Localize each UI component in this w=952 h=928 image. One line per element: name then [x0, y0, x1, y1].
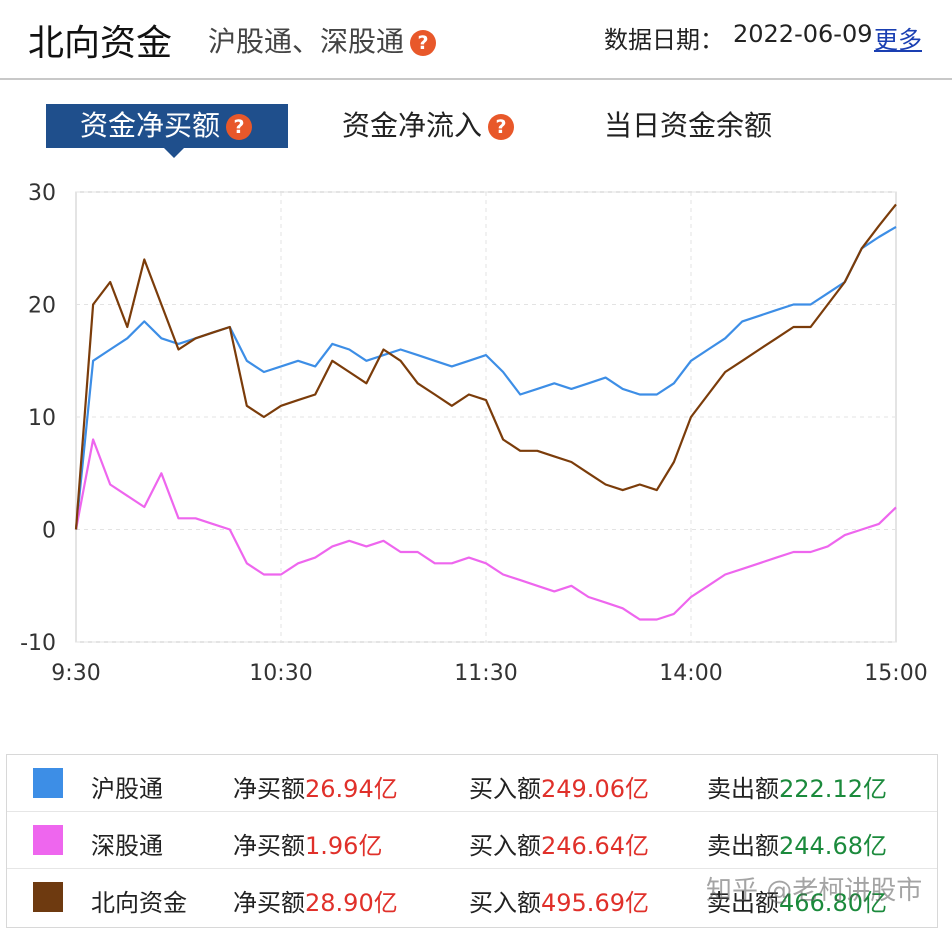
series-line-1: [74, 438, 897, 621]
help-icon[interactable]: ?: [226, 114, 253, 140]
series-line-2: [74, 203, 897, 530]
x-tick-label: 14:00: [659, 661, 722, 686]
chart-lines: [74, 203, 897, 621]
tab-daily-balance[interactable]: 当日资金余额: [604, 104, 772, 148]
buy-label: 买入额: [469, 775, 541, 803]
buy-label: 买入额: [469, 889, 541, 917]
x-tick-label: 11:30: [454, 661, 517, 686]
sell-label: 卖出额: [707, 832, 779, 860]
page-title: 北向资金: [28, 23, 173, 64]
x-tick-label: 15:00: [864, 661, 927, 686]
date-label: 数据日期：: [604, 26, 724, 54]
buy-cell: 买入额246.64亿: [469, 826, 649, 861]
legend-name: 沪股通: [91, 775, 163, 803]
y-axis: 30 20 10 0 -10: [20, 181, 56, 656]
sell-cell: 卖出额244.68亿: [707, 826, 887, 861]
tab-net-inflow-label: 资金净流入: [342, 109, 483, 142]
sell-value: 222.12亿: [779, 775, 887, 803]
help-icon[interactable]: ?: [410, 30, 437, 56]
net-value: 28.90亿: [305, 889, 398, 917]
date-value: 2022-06-09: [733, 20, 873, 48]
more-link[interactable]: 更多: [874, 26, 922, 54]
buy-value: 495.69亿: [541, 889, 649, 917]
net-label: 净买额: [233, 832, 305, 860]
sell-cell: 卖出额466.80亿: [707, 883, 887, 918]
legend-swatch: [33, 825, 63, 855]
x-tick-label: 9:30: [51, 661, 100, 686]
sell-value: 466.80亿: [779, 889, 887, 917]
legend-name: 北向资金: [91, 889, 187, 917]
net-buy-cell: 净买额1.96亿: [233, 826, 382, 861]
x-axis: 9:30 10:30 11:30 14:00 15:00: [51, 661, 927, 686]
net-buy-cell: 净买额26.94亿: [233, 769, 398, 804]
legend-row-north: 北向资金 净买额28.90亿 买入额495.69亿 卖出额466.80亿: [7, 869, 937, 925]
subtitle-text: 沪股通、深股通: [208, 25, 405, 58]
tab-net-buy[interactable]: 资金净买额?: [46, 104, 288, 158]
y-tick-label: 0: [42, 519, 56, 544]
net-label: 净买额: [233, 775, 305, 803]
buy-cell: 买入额249.06亿: [469, 769, 649, 804]
sell-label: 卖出额: [707, 775, 779, 803]
buy-value: 249.06亿: [541, 775, 649, 803]
header: 北向资金 沪股通、深股通? 数据日期： 2022-06-09 更多: [0, 0, 952, 80]
net-value: 1.96亿: [305, 832, 383, 860]
legend-swatch: [33, 768, 63, 798]
net-value: 26.94亿: [305, 775, 398, 803]
buy-cell: 买入额495.69亿: [469, 883, 649, 918]
sell-cell: 卖出额222.12亿: [707, 769, 887, 804]
y-tick-label: 20: [28, 294, 56, 319]
tab-bar: 资金净买额? 资金净流入? 当日资金余额: [0, 100, 952, 160]
y-tick-label: 30: [28, 181, 56, 206]
x-tick-label: 10:30: [249, 661, 312, 686]
chart-grid: [75, 191, 897, 643]
watermark-text: 知乎 @老柯讲股市: [706, 876, 923, 906]
sell-label: 卖出额: [707, 889, 779, 917]
y-tick-label: -10: [20, 631, 56, 656]
tab-net-inflow[interactable]: 资金净流入?: [342, 104, 515, 148]
net-buy-cell: 净买额28.90亿: [233, 883, 398, 918]
tab-net-buy-label: 资金净买额: [80, 109, 221, 142]
legend-name: 深股通: [91, 832, 163, 860]
legend-row-sz: 深股通 净买额1.96亿 买入额246.64亿 卖出额244.68亿: [7, 812, 937, 869]
page-subtitle: 沪股通、深股通?: [208, 20, 437, 60]
buy-label: 买入额: [469, 832, 541, 860]
y-tick-label: 10: [28, 406, 56, 431]
net-label: 净买额: [233, 889, 305, 917]
tab-daily-balance-label: 当日资金余额: [604, 109, 773, 142]
net-buy-chart: 30 20 10 0 -10 9:30 10:30 11:30 14:00 15:00: [20, 181, 928, 686]
legend-table: 沪股通 净买额26.94亿 买入额249.06亿 卖出额222.12亿 深股通 …: [6, 754, 938, 928]
legend-swatch: [33, 882, 63, 912]
sell-value: 244.68亿: [779, 832, 887, 860]
help-icon[interactable]: ?: [488, 114, 515, 140]
legend-row-sh: 沪股通 净买额26.94亿 买入额249.06亿 卖出额222.12亿: [7, 755, 937, 812]
buy-value: 246.64亿: [541, 832, 649, 860]
